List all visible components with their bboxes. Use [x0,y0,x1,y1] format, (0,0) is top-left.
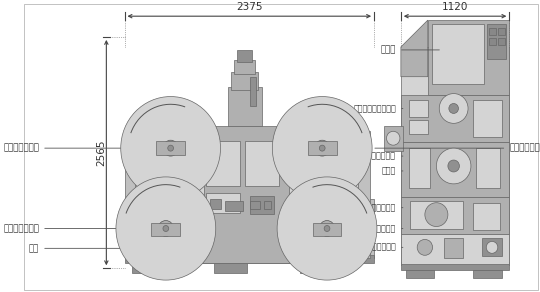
Bar [228,87,262,126]
Bar [444,239,463,258]
Circle shape [319,145,325,151]
Text: アライメント光学系: アライメント光学系 [353,104,403,113]
Bar [476,148,500,188]
Bar [406,270,435,278]
Bar [289,119,357,199]
Circle shape [387,131,400,145]
Bar [383,126,403,151]
Text: 露光ステージ部: 露光ステージ部 [363,203,403,212]
Bar [401,142,509,197]
Bar [401,234,509,264]
Circle shape [314,140,330,156]
Bar [428,20,509,95]
Bar [498,28,504,35]
Bar [206,141,240,186]
Bar [409,120,428,134]
Bar [214,263,247,273]
Bar [125,255,374,263]
Circle shape [163,140,178,156]
Circle shape [116,177,215,280]
Circle shape [448,160,460,172]
Circle shape [158,220,173,237]
Bar [487,24,507,59]
Polygon shape [401,20,428,77]
Circle shape [277,177,377,280]
Circle shape [449,103,458,113]
Bar [401,47,509,265]
Bar [409,100,428,117]
Bar [231,72,258,90]
Bar [125,131,173,258]
Bar [210,199,221,209]
Bar [250,77,256,107]
Bar [151,223,180,237]
Bar [225,201,242,211]
Circle shape [272,97,372,200]
Bar [498,38,504,45]
Bar [489,38,496,45]
Bar [156,141,185,155]
Text: 巻き出しリール: 巻き出しリール [3,224,120,233]
Bar [250,201,260,209]
Bar [473,100,502,137]
Bar [401,95,509,142]
Bar [313,223,341,237]
Polygon shape [410,201,463,229]
Bar [431,24,484,84]
Text: 光源部: 光源部 [381,46,440,54]
Bar [234,60,255,74]
Text: 筐体: 筐体 [29,244,122,253]
Bar [246,141,279,186]
Text: アライメント光学系: アライメント光学系 [353,243,403,252]
Circle shape [163,225,168,232]
Bar [409,148,430,188]
Bar [308,141,336,155]
Text: クリーンチャンバ: クリーンチャンバ [358,152,403,161]
Circle shape [436,148,471,184]
Circle shape [487,241,498,253]
Circle shape [324,225,330,232]
Circle shape [417,239,433,255]
Bar [482,239,502,256]
Bar [473,270,502,278]
Text: 1120: 1120 [442,2,468,12]
Bar [401,197,509,234]
Text: スペーサテープ: スペーサテープ [3,144,122,153]
Circle shape [439,93,468,123]
Text: 投影部: 投影部 [382,166,403,175]
Text: 2565: 2565 [97,139,106,166]
Bar [132,263,166,273]
Bar [250,196,274,214]
Bar [135,119,204,199]
Bar [401,262,509,270]
Bar [125,199,374,258]
Bar [237,50,252,62]
Circle shape [168,145,173,151]
Text: たるみセンサ部: たるみセンサ部 [363,224,403,233]
Bar [206,193,240,213]
Circle shape [121,97,220,200]
Text: 2375: 2375 [236,2,262,12]
Text: リール駆動部: リール駆動部 [375,144,540,153]
Bar [473,203,500,230]
Bar [130,196,199,260]
Bar [199,126,291,263]
Bar [293,196,362,260]
Bar [264,201,272,209]
Circle shape [425,203,448,227]
Bar [322,131,370,258]
Circle shape [319,220,335,237]
Bar [300,263,334,273]
Bar [489,28,496,35]
